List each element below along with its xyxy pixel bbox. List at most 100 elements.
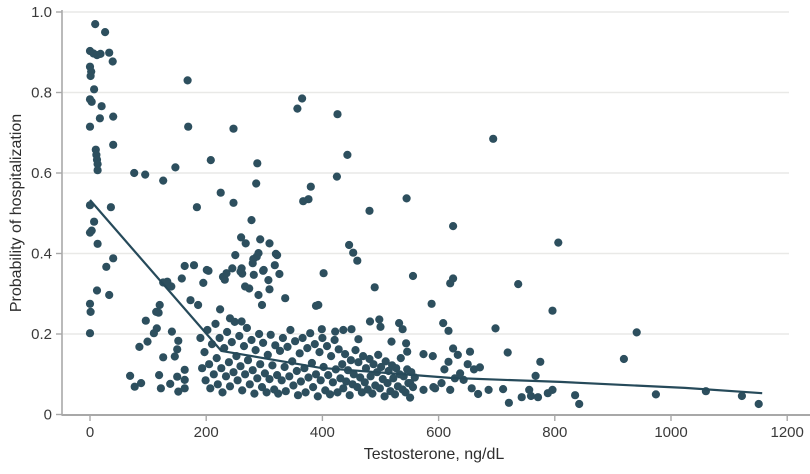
data-point	[303, 344, 312, 353]
data-point	[223, 327, 232, 337]
data-point	[338, 360, 347, 369]
data-point	[514, 280, 523, 289]
data-point	[444, 326, 453, 335]
y-tick-label: 0	[44, 407, 52, 424]
data-point	[318, 333, 327, 343]
data-point	[106, 203, 115, 212]
data-point	[180, 365, 189, 374]
gridlines	[63, 11, 789, 335]
data-point	[266, 330, 275, 339]
data-point	[444, 357, 453, 366]
x-tick-label: 400	[310, 424, 335, 441]
x-tick-label: 0	[86, 424, 94, 441]
data-point	[306, 329, 315, 338]
data-point	[345, 391, 354, 400]
x-axis-title: Testosterone, ng/dL	[364, 446, 505, 463]
data-point	[141, 170, 150, 179]
data-point	[259, 265, 268, 275]
x-tick-label: 1000	[654, 424, 687, 441]
data-point	[328, 378, 337, 387]
y-tick-label: 0.8	[31, 85, 52, 102]
data-point	[531, 371, 540, 380]
data-point	[177, 274, 186, 283]
tick-labels: 0 0.2 0.4 0.6 0.8 1.0 0 200 400 600 800 1000 1200	[31, 4, 804, 441]
data-point	[101, 27, 110, 37]
data-point	[467, 384, 476, 393]
data-point	[319, 269, 328, 278]
data-point	[265, 239, 274, 248]
data-point	[229, 124, 238, 133]
data-point	[324, 371, 333, 380]
data-point	[309, 383, 318, 392]
data-point	[109, 140, 118, 149]
data-point	[93, 160, 102, 169]
data-point	[366, 372, 375, 381]
data-point	[215, 333, 224, 343]
data-point	[257, 383, 267, 392]
axis-lines	[61, 10, 810, 416]
data-point	[159, 176, 168, 185]
data-point	[484, 385, 493, 394]
data-point	[453, 350, 462, 359]
data-point	[96, 49, 105, 59]
data-point	[220, 275, 229, 284]
data-point	[360, 378, 369, 387]
data-point	[86, 307, 95, 316]
data-point	[216, 305, 225, 314]
data-point	[227, 338, 236, 347]
data-point	[419, 350, 428, 359]
data-point	[152, 307, 161, 316]
data-point	[437, 379, 446, 388]
data-point	[293, 104, 302, 113]
data-point	[256, 360, 265, 369]
data-point	[155, 300, 164, 310]
data-point	[242, 323, 251, 333]
data-point	[439, 319, 448, 328]
data-point	[249, 255, 258, 264]
data-point	[173, 372, 182, 381]
data-point	[351, 346, 360, 355]
data-point	[238, 386, 247, 395]
data-point	[406, 393, 415, 402]
data-point	[311, 370, 321, 379]
data-point	[333, 388, 342, 397]
data-point	[331, 327, 340, 336]
data-point	[459, 375, 468, 384]
data-point	[243, 356, 253, 365]
data-point	[212, 354, 221, 363]
data-point	[194, 300, 203, 310]
data-point	[257, 300, 267, 310]
data-point	[632, 328, 641, 337]
data-point	[167, 327, 176, 336]
data-point	[252, 179, 261, 188]
data-point	[126, 371, 135, 380]
data-point	[465, 347, 475, 356]
data-point	[93, 166, 102, 175]
data-point	[253, 374, 262, 383]
data-point	[408, 271, 418, 281]
data-points	[85, 20, 763, 409]
data-point	[334, 345, 343, 354]
data-point	[317, 325, 326, 334]
data-point	[446, 279, 455, 288]
data-point	[251, 346, 260, 355]
data-point	[365, 317, 375, 326]
data-point	[241, 282, 250, 291]
data-point	[526, 391, 536, 401]
data-point	[265, 375, 274, 384]
data-point	[349, 248, 358, 257]
data-point	[180, 384, 189, 393]
data-point	[262, 388, 271, 397]
data-point	[241, 370, 250, 379]
data-point	[275, 269, 284, 279]
data-point	[440, 365, 449, 374]
data-point	[289, 381, 298, 390]
y-tick-label: 0.2	[31, 326, 52, 343]
data-point	[313, 392, 322, 401]
data-point	[296, 377, 305, 386]
data-point	[198, 364, 207, 373]
data-point	[380, 392, 389, 401]
data-point	[213, 380, 222, 389]
x-tick-label: 600	[426, 424, 451, 441]
